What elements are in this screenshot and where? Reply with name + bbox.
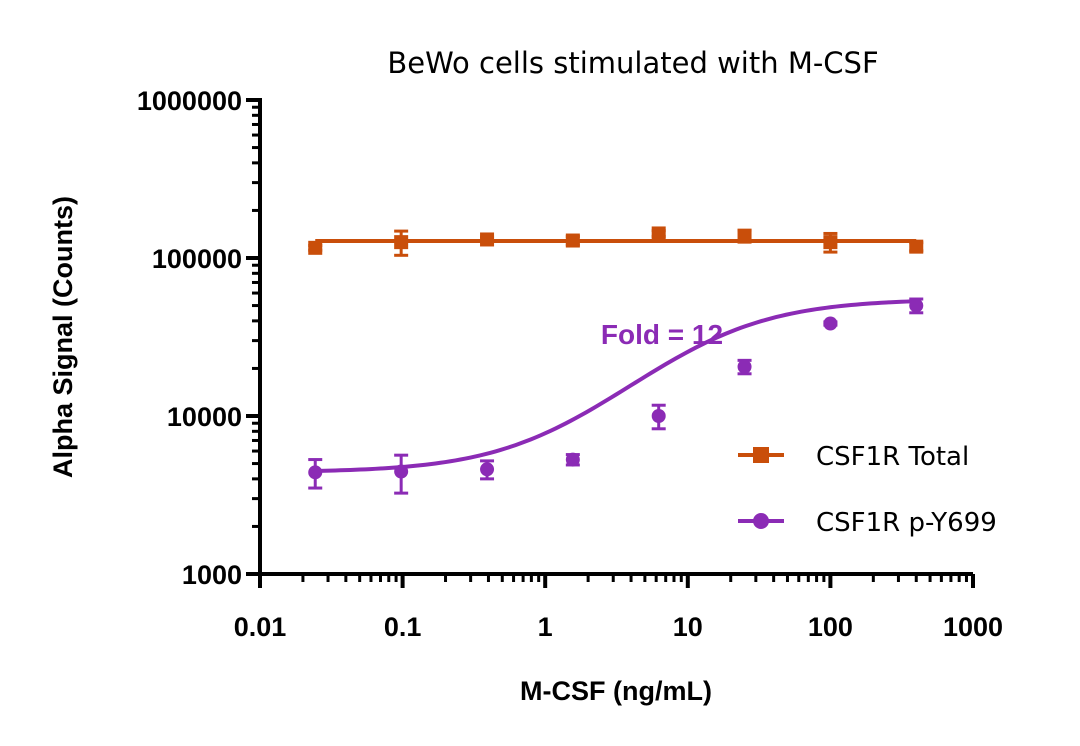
- y-tick-label: 10000: [167, 402, 242, 432]
- fold-annotation: Fold = 12: [601, 319, 723, 350]
- data-point-square: [823, 235, 838, 250]
- x-tick-label: 0.01: [234, 612, 287, 642]
- y-tick-label: 100000: [152, 244, 242, 274]
- x-tick-label: 1: [538, 612, 553, 642]
- data-point-circle: [565, 452, 580, 467]
- data-point-circle: [737, 359, 752, 374]
- x-tick-label: 100: [808, 612, 853, 642]
- x-axis-label: M-CSF (ng/mL): [520, 676, 712, 706]
- legend-item-phospho: CSF1R p-Y699: [738, 508, 997, 538]
- y-tick-label: 1000000: [137, 86, 242, 116]
- data-point-square: [394, 235, 409, 250]
- data-point-square: [480, 232, 495, 247]
- series-layer: [308, 226, 924, 495]
- x-tick-label: 10: [673, 612, 703, 642]
- data-point-circle: [480, 462, 495, 477]
- data-point-square: [737, 228, 752, 243]
- data-point-square: [565, 233, 580, 248]
- legend-label-phospho: CSF1R p-Y699: [816, 508, 997, 538]
- data-point-circle: [823, 316, 838, 331]
- axes: 1000 10000 100000 1000000 0.01 0.1 1 10 100 1000: [137, 86, 1003, 642]
- legend: CSF1R Total CSF1R p-Y699: [738, 442, 997, 538]
- data-point-circle: [308, 465, 323, 480]
- x-tick-label: 1000: [943, 612, 1003, 642]
- x-tick-label: 0.1: [384, 612, 422, 642]
- data-point-square: [909, 239, 924, 254]
- data-point-circle: [909, 298, 924, 313]
- data-point-circle: [651, 409, 666, 423]
- series-phospho: [308, 297, 924, 495]
- y-axis-label: Alpha Signal (Counts): [48, 196, 78, 478]
- y-tick-label: 1000: [182, 560, 242, 590]
- legend-item-total: CSF1R Total: [738, 442, 969, 472]
- legend-marker-circle: [753, 513, 769, 529]
- data-point-square: [308, 240, 323, 255]
- chart-title: BeWo cells stimulated with M-CSF: [387, 46, 878, 80]
- data-point-circle: [394, 464, 409, 479]
- series-total: [308, 226, 924, 257]
- legend-marker-square: [753, 447, 769, 463]
- data-point-square: [651, 226, 666, 241]
- legend-label-total: CSF1R Total: [816, 442, 969, 472]
- fit-curve: [315, 299, 917, 473]
